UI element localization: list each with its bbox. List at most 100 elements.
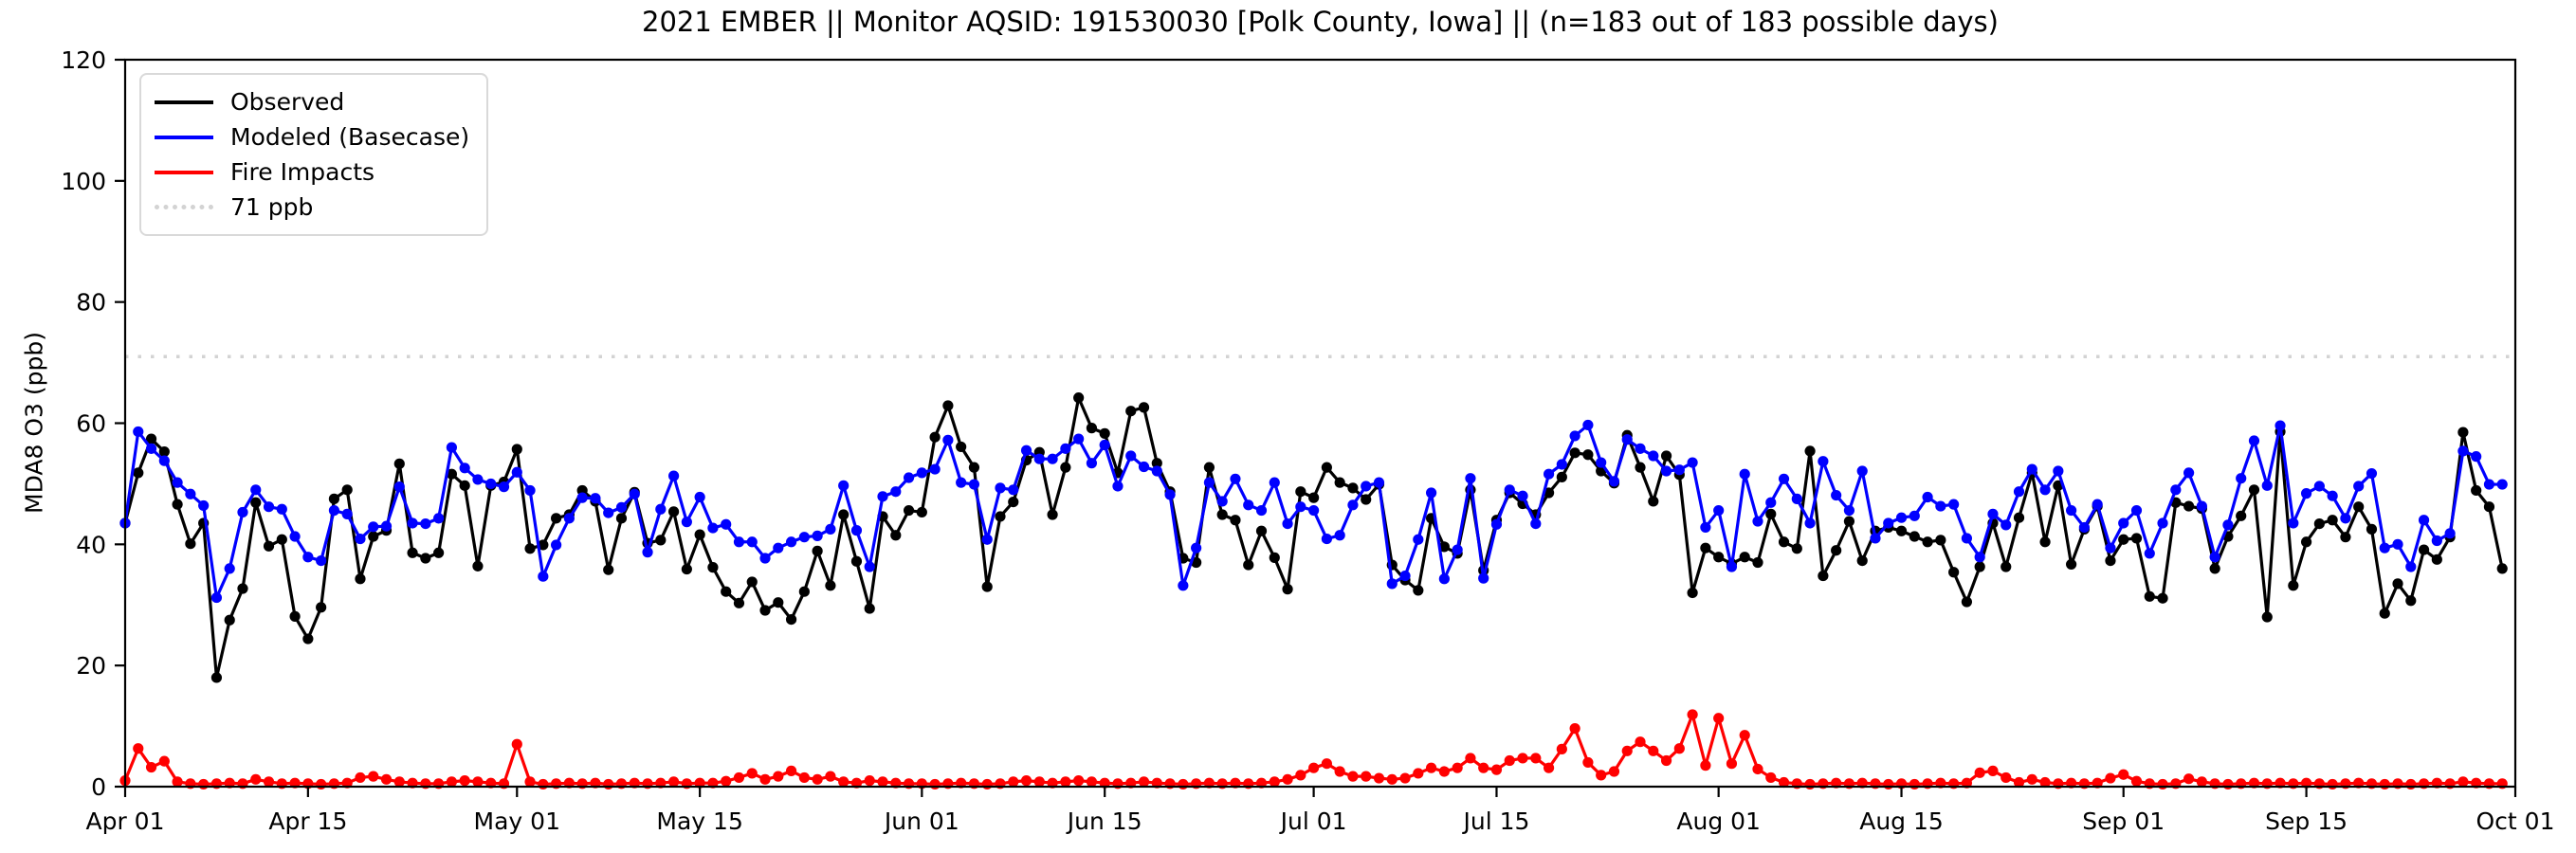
data-point — [1739, 552, 1750, 563]
data-point — [2222, 778, 2234, 790]
data-point — [2183, 773, 2195, 785]
data-point — [838, 776, 850, 788]
data-point — [133, 467, 144, 479]
x-tick-label: May 15 — [656, 808, 742, 835]
data-point — [1895, 512, 1908, 523]
data-point — [1582, 419, 1594, 431]
data-point — [368, 771, 379, 782]
y-tick-label: 100 — [61, 168, 106, 195]
data-point — [2118, 534, 2129, 545]
data-point — [1216, 509, 1228, 520]
data-point — [328, 504, 340, 517]
data-point — [1321, 462, 1332, 473]
data-point — [1909, 778, 1920, 790]
data-point — [1073, 775, 1085, 787]
data-point — [1008, 484, 1019, 496]
data-point — [289, 610, 301, 622]
data-point — [1648, 745, 1659, 756]
data-point — [2026, 463, 2037, 475]
data-point — [1752, 516, 1763, 527]
data-point — [1321, 533, 1332, 545]
data-point — [1883, 517, 1894, 529]
data-point — [968, 479, 980, 490]
data-point — [2053, 465, 2064, 477]
data-point — [576, 484, 588, 497]
data-point — [1974, 552, 1985, 563]
data-point — [511, 738, 522, 750]
data-point — [2379, 542, 2390, 554]
data-point — [185, 488, 196, 499]
data-point — [1125, 450, 1137, 462]
data-point — [198, 778, 210, 790]
data-point — [812, 773, 823, 785]
data-point — [1870, 533, 1881, 544]
data-point — [2300, 488, 2312, 499]
data-point — [1765, 497, 1777, 508]
data-point — [929, 778, 941, 790]
data-point — [1660, 450, 1672, 462]
data-point — [681, 517, 692, 528]
data-point — [1086, 776, 1098, 788]
data-point — [667, 506, 680, 517]
data-point — [250, 773, 262, 785]
data-point — [355, 771, 366, 784]
data-point — [1818, 456, 1829, 467]
data-point — [538, 571, 549, 582]
data-point — [1974, 561, 1985, 572]
data-point — [524, 776, 536, 788]
series-markers-0 — [119, 392, 2508, 683]
x-tick-label: Aug 01 — [1676, 808, 1761, 835]
data-point — [1020, 775, 1032, 787]
data-point — [302, 552, 314, 563]
data-point — [2078, 521, 2090, 534]
data-point — [642, 547, 653, 558]
data-point — [1856, 465, 1868, 477]
legend-swatch-icon — [155, 205, 213, 209]
data-point — [877, 491, 888, 502]
data-point — [1504, 484, 1515, 496]
data-point — [1465, 473, 1476, 484]
x-tick-label: Aug 15 — [1859, 808, 1944, 835]
x-tick-label: Jul 15 — [1462, 808, 1530, 835]
data-point — [1726, 758, 1738, 770]
data-point — [538, 778, 549, 790]
data-point — [1099, 427, 1110, 439]
data-point — [1608, 476, 1620, 487]
data-point — [733, 536, 745, 548]
data-point — [1739, 730, 1750, 741]
data-point — [956, 441, 967, 453]
data-point — [2092, 499, 2103, 510]
data-point — [1386, 578, 1398, 590]
data-point — [145, 433, 157, 445]
data-point — [1791, 493, 1802, 504]
data-point — [1047, 509, 1058, 520]
data-point — [1687, 457, 1698, 468]
data-point — [838, 509, 850, 520]
data-point — [2066, 504, 2077, 517]
data-point — [707, 562, 719, 573]
data-point — [1635, 736, 1646, 748]
data-point — [1700, 521, 1711, 534]
data-point — [812, 530, 823, 541]
data-point — [2196, 776, 2207, 788]
x-tick-label: Oct 01 — [2476, 808, 2555, 835]
data-point — [407, 547, 418, 558]
data-point — [2144, 590, 2155, 602]
data-point — [355, 573, 366, 585]
y-tick-label: 40 — [76, 531, 106, 558]
data-point — [472, 474, 484, 485]
legend-swatch-icon — [155, 100, 213, 104]
data-point — [2275, 420, 2286, 431]
data-point — [1138, 461, 1150, 473]
data-point — [2457, 776, 2469, 788]
data-point — [2405, 595, 2417, 607]
data-point — [576, 492, 588, 503]
data-point — [1569, 447, 1580, 459]
data-point — [2066, 558, 2077, 571]
data-point — [1112, 481, 1124, 492]
data-point — [1347, 771, 1359, 782]
data-point — [2130, 533, 2143, 544]
data-point — [198, 499, 210, 512]
data-point — [2209, 563, 2220, 574]
